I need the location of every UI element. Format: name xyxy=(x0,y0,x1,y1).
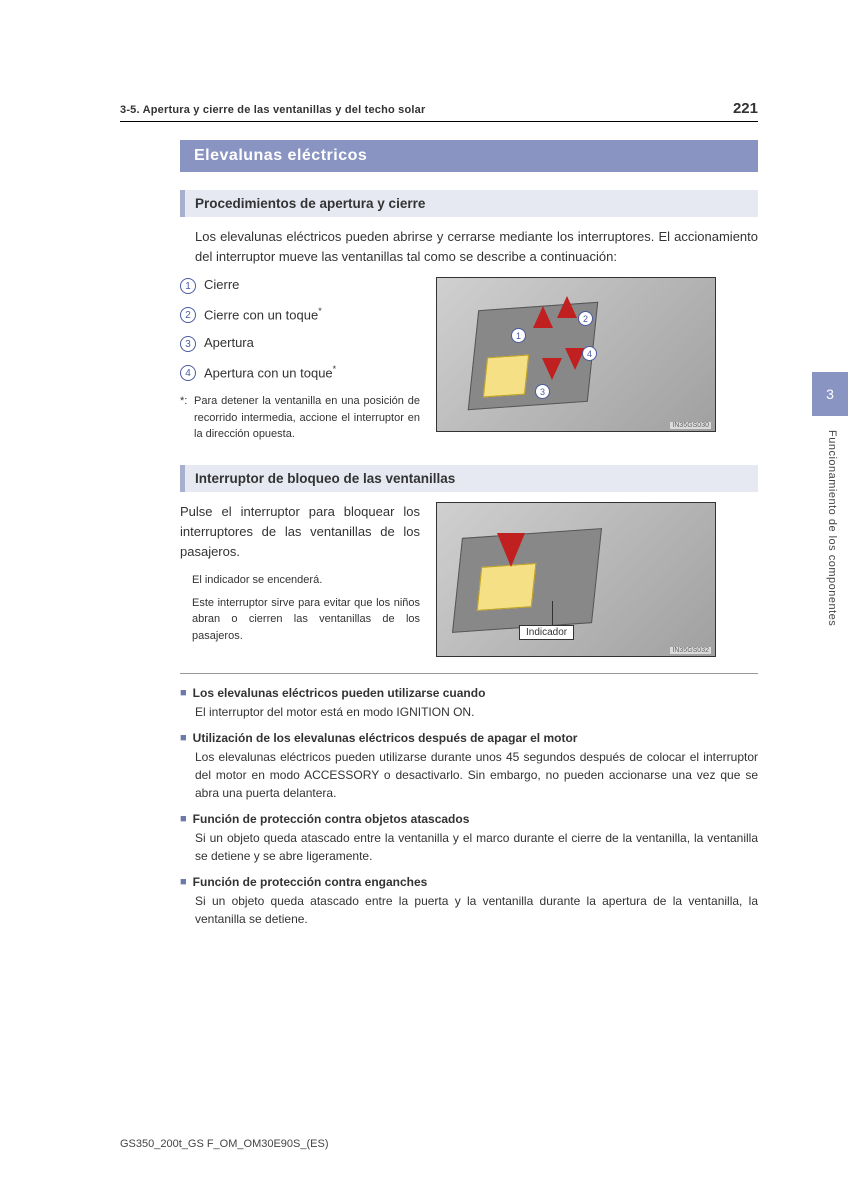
arrow-down-icon xyxy=(542,358,562,380)
section1-content: 1 Cierre 2 Cierre con un toque* 3 Apertu… xyxy=(180,277,758,453)
square-bullet-icon: ■ xyxy=(180,876,187,888)
info-body: Los elevalunas eléctricos pueden utiliza… xyxy=(195,748,758,802)
square-bullet-icon: ■ xyxy=(180,813,187,825)
switch-illustration xyxy=(483,355,529,398)
list-item: 2 Cierre con un toque* xyxy=(180,306,420,323)
info-body: Si un objeto queda atascado entre la pue… xyxy=(195,892,758,928)
arrow-up-icon xyxy=(557,296,577,318)
footnote-text: Para detener la ventanilla en una posici… xyxy=(194,393,420,443)
number-badge: 1 xyxy=(180,278,196,294)
section-label: 3-5. Apertura y cierre de las ventanilla… xyxy=(120,104,425,116)
section2-note: Este interruptor sirve para evitar que l… xyxy=(192,595,420,645)
square-bullet-icon: ■ xyxy=(180,687,187,699)
section-heading-1: Procedimientos de apertura y cierre xyxy=(180,190,758,217)
number-badge: 4 xyxy=(180,365,196,381)
leader-line xyxy=(552,601,553,625)
list-label: Apertura xyxy=(204,335,254,350)
info-title: Función de protección contra objetos ata… xyxy=(193,812,470,826)
header: 3-5. Apertura y cierre de las ventanilla… xyxy=(120,100,758,122)
list-label: Cierre xyxy=(204,277,239,292)
info-head: ■ Función de protección contra objetos a… xyxy=(180,812,758,826)
figure-1: 1 2 3 4 IN35GS030 xyxy=(436,277,716,432)
info-body: Si un objeto queda atascado entre la ven… xyxy=(195,829,758,865)
list-item: 4 Apertura con un toque* xyxy=(180,364,420,381)
list-label: Cierre con un toque* xyxy=(204,306,322,322)
switch-illustration xyxy=(477,563,537,611)
figure-2: Indicador IN35GS032 xyxy=(436,502,716,657)
page: 3-5. Apertura y cierre de las ventanilla… xyxy=(0,0,848,978)
section2-content: Pulse el interruptor para bloquear los i… xyxy=(180,502,758,657)
figure-id: IN35GS030 xyxy=(670,422,711,429)
figure-label: Indicador xyxy=(519,625,574,640)
figure-id: IN35GS032 xyxy=(670,647,711,654)
arrow-up-icon xyxy=(533,306,553,328)
section-heading-2: Interruptor de bloqueo de las ventanilla… xyxy=(180,465,758,492)
footnote-mark: *: xyxy=(180,393,194,443)
text-column: Pulse el interruptor para bloquear los i… xyxy=(180,502,420,657)
info-head: ■ Los elevalunas eléctricos pueden utili… xyxy=(180,686,758,700)
square-bullet-icon: ■ xyxy=(180,732,187,744)
arrow-down-icon xyxy=(497,533,525,567)
page-title: Elevalunas eléctricos xyxy=(180,140,758,172)
footnote: *: Para detener la ventanilla en una pos… xyxy=(180,393,420,443)
info-title: Utilización de los elevalunas eléctricos… xyxy=(193,731,578,745)
callout-badge: 4 xyxy=(582,346,597,361)
section2-note: El indicador se encenderá. xyxy=(192,572,420,589)
list-column: 1 Cierre 2 Cierre con un toque* 3 Apertu… xyxy=(180,277,420,453)
chapter-label: Funcionamiento de los componentes xyxy=(826,430,838,626)
number-badge: 2 xyxy=(180,307,196,323)
info-title: Función de protección contra enganches xyxy=(193,875,428,889)
page-number: 221 xyxy=(733,100,758,117)
info-item: ■ Función de protección contra enganches… xyxy=(180,875,758,928)
info-title: Los elevalunas eléctricos pueden utiliza… xyxy=(193,686,486,700)
info-head: ■ Función de protección contra enganches xyxy=(180,875,758,889)
info-item: ■ Utilización de los elevalunas eléctric… xyxy=(180,731,758,802)
divider xyxy=(180,673,758,674)
info-item: ■ Los elevalunas eléctricos pueden utili… xyxy=(180,686,758,721)
info-item: ■ Función de protección contra objetos a… xyxy=(180,812,758,865)
number-badge: 3 xyxy=(180,336,196,352)
info-body: El interruptor del motor está en modo IG… xyxy=(195,703,758,721)
list-label: Apertura con un toque* xyxy=(204,364,336,380)
footer: GS350_200t_GS F_OM_OM30E90S_(ES) xyxy=(120,1138,329,1150)
info-head: ■ Utilización de los elevalunas eléctric… xyxy=(180,731,758,745)
list-item: 3 Apertura xyxy=(180,335,420,352)
section2-intro: Pulse el interruptor para bloquear los i… xyxy=(180,502,420,562)
chapter-tab: 3 xyxy=(812,372,848,416)
section1-intro: Los elevalunas eléctricos pueden abrirse… xyxy=(195,227,758,267)
list-item: 1 Cierre xyxy=(180,277,420,294)
